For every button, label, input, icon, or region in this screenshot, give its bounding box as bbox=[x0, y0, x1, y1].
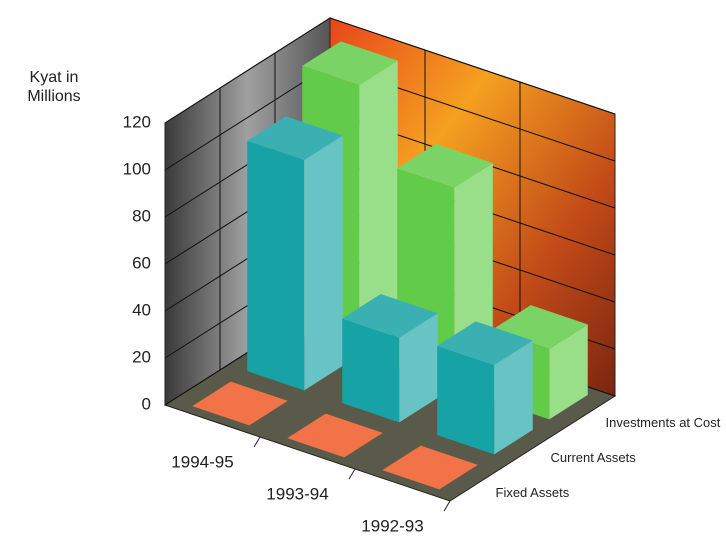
y-tick-label: 0 bbox=[142, 394, 151, 413]
series-label: Investments at Cost bbox=[606, 415, 721, 430]
y-tick-label: 20 bbox=[132, 347, 151, 366]
bar bbox=[342, 294, 438, 423]
bar bbox=[247, 116, 343, 391]
bar-side bbox=[494, 340, 533, 455]
bar-side bbox=[359, 60, 398, 356]
bar-top bbox=[247, 116, 343, 161]
bar bbox=[287, 413, 383, 458]
bar-side bbox=[549, 324, 588, 420]
bar-front bbox=[247, 140, 305, 391]
bar-side bbox=[304, 135, 343, 391]
x-tick bbox=[348, 468, 356, 480]
y-tick-label: 100 bbox=[123, 159, 151, 178]
bar-top bbox=[437, 321, 533, 366]
y-tick-label: 80 bbox=[132, 206, 151, 225]
x-tick bbox=[443, 500, 451, 512]
series-label: Fixed Assets bbox=[496, 485, 570, 500]
bar-top bbox=[382, 445, 478, 490]
bar-top bbox=[397, 143, 493, 188]
x-tick-label: 1994-95 bbox=[171, 452, 233, 471]
y-tick-label: 40 bbox=[132, 300, 151, 319]
x-tick-label: 1993-94 bbox=[266, 484, 328, 503]
series-label: Current Assets bbox=[551, 450, 637, 465]
bar bbox=[382, 445, 478, 490]
grid-line bbox=[164, 17, 616, 124]
bar-top bbox=[192, 381, 288, 426]
bar-top bbox=[302, 41, 398, 86]
bar-front bbox=[342, 318, 400, 423]
bar-top bbox=[492, 305, 588, 349]
bar bbox=[192, 381, 288, 426]
bar-top bbox=[287, 413, 383, 458]
y-axis-label: Kyat in Millions bbox=[27, 69, 81, 105]
bar-front bbox=[437, 345, 495, 455]
y-tick-label: 120 bbox=[123, 112, 151, 131]
y-tick-label: 60 bbox=[132, 253, 151, 272]
x-tick bbox=[253, 436, 261, 448]
x-tick-label: 1992-93 bbox=[361, 516, 423, 535]
bar-side bbox=[399, 313, 438, 423]
bar bbox=[437, 321, 533, 455]
bar-top bbox=[342, 294, 438, 338]
